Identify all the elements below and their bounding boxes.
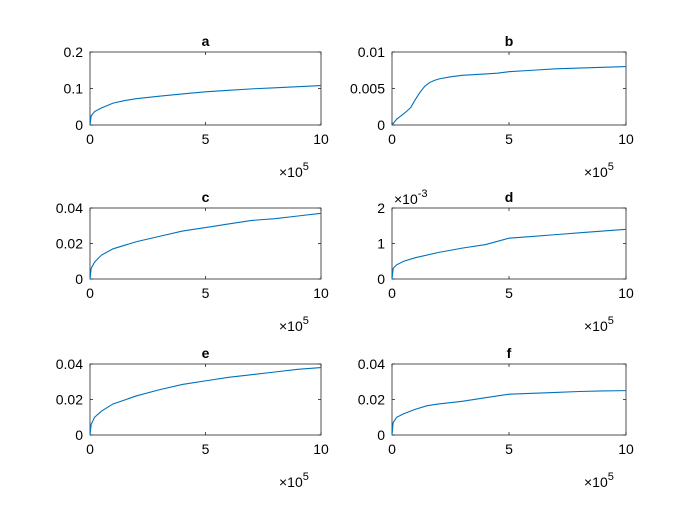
y-tick-label: 0.02 [56, 236, 83, 252]
x-tick-label: 5 [505, 285, 513, 301]
y-tick-label: 0.04 [56, 200, 83, 216]
subplot-title: b [505, 33, 514, 49]
x-tick-label: 0 [86, 285, 94, 301]
subplot-title: a [202, 33, 210, 49]
axes-box [391, 207, 627, 280]
y-tick-label: 1 [377, 236, 385, 252]
axes-box [89, 207, 322, 280]
y-tick-label: 0 [377, 427, 385, 443]
x-exponent-label: ×105 [279, 471, 309, 490]
x-tick-label: 10 [313, 441, 329, 457]
series-line [391, 390, 627, 436]
y-tick-label: 0.02 [56, 392, 83, 408]
axes-box [391, 363, 627, 436]
x-tick-label: 0 [388, 441, 396, 457]
subplot-c: c 0 5 10 0 0.02 0.04 ×105 [56, 189, 329, 334]
subplot-e: e 0 5 10 0 0.02 0.04 ×105 [56, 345, 329, 490]
subplot-title: d [505, 189, 514, 205]
y-tick-label: 0.2 [64, 44, 84, 60]
series-line [391, 228, 627, 280]
x-tick-label: 10 [618, 285, 634, 301]
x-tick-label: 5 [202, 131, 210, 147]
y-tick-label: 0 [75, 271, 83, 287]
x-tick-label: 5 [505, 131, 513, 147]
x-tick-label: 10 [313, 131, 329, 147]
y-tick-label: 0.04 [56, 356, 83, 372]
x-tick-label: 0 [388, 131, 396, 147]
x-tick-label: 5 [202, 285, 210, 301]
x-exponent-label: ×105 [584, 161, 614, 180]
y-tick-label: 0.1 [64, 81, 84, 97]
axes-box [89, 51, 322, 126]
y-tick-label: 2 [377, 200, 385, 216]
y-tick-label: 0.01 [358, 44, 385, 60]
y-tick-label: 0.005 [350, 81, 385, 97]
subplot-d: d 0 5 10 0 1 2 ×105 ×10-3 [377, 188, 634, 334]
x-tick-label: 0 [86, 441, 94, 457]
subplot-a: a 0 5 10 0 0.1 0.2 ×105 [64, 33, 329, 180]
subplot-title: c [202, 189, 210, 205]
series-line [89, 85, 322, 126]
x-exponent-label: ×105 [279, 315, 309, 334]
series-line [89, 367, 322, 436]
y-tick-label: 0 [377, 117, 385, 133]
x-tick-label: 10 [313, 285, 329, 301]
series-line [391, 66, 627, 126]
subplot-title: f [507, 345, 512, 361]
x-tick-label: 0 [86, 131, 94, 147]
y-tick-label: 0 [75, 427, 83, 443]
y-tick-label: 0.04 [358, 356, 385, 372]
x-tick-label: 5 [505, 441, 513, 457]
subplot-title: e [202, 345, 210, 361]
x-tick-label: 10 [618, 441, 634, 457]
y-exponent-label: ×10-3 [394, 188, 428, 207]
y-tick-label: 0 [377, 271, 385, 287]
series-line [89, 212, 322, 280]
subplot-b: b 0 5 10 0 0.005 0.01 ×105 [350, 33, 634, 180]
y-tick-label: 0 [75, 117, 83, 133]
axes-box [391, 51, 627, 126]
x-tick-label: 0 [388, 285, 396, 301]
x-exponent-label: ×105 [584, 315, 614, 334]
subplot-f: f 0 5 10 0 0.02 0.04 ×105 [358, 345, 634, 490]
x-tick-label: 5 [202, 441, 210, 457]
x-tick-label: 10 [618, 131, 634, 147]
x-exponent-label: ×105 [279, 161, 309, 180]
axes-box [89, 363, 322, 436]
x-exponent-label: ×105 [584, 471, 614, 490]
y-tick-label: 0.02 [358, 392, 385, 408]
